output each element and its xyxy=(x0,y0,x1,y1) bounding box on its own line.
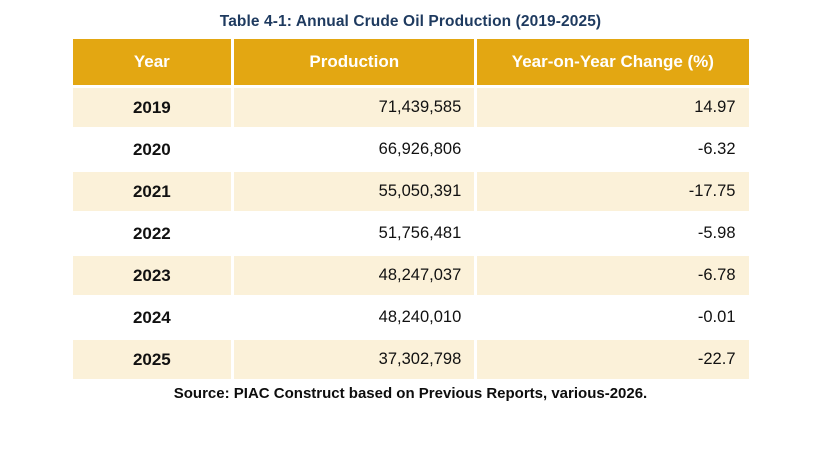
table-row: 2024 48,240,010 -0.01 xyxy=(72,298,749,337)
header-row: Year Production Year-on-Year Change (%) xyxy=(72,39,749,85)
table-row: 2020 66,926,806 -6.32 xyxy=(72,130,749,169)
year-cell: 2020 xyxy=(72,130,232,169)
table-row: 2023 48,247,037 -6.78 xyxy=(72,256,749,295)
yoy-change-cell: 14.97 xyxy=(477,88,749,127)
year-cell: 2022 xyxy=(72,214,232,253)
column-header-production: Production xyxy=(234,39,475,85)
table-row: 2019 71,439,585 14.97 xyxy=(72,88,749,127)
table-body: 2019 71,439,585 14.97 2020 66,926,806 -6.32 20… xyxy=(72,88,749,379)
year-cell: 2019 xyxy=(72,88,232,127)
year-cell: 2025 xyxy=(72,340,232,379)
production-cell: 55,050,391 xyxy=(234,172,475,211)
yoy-change-cell: -6.78 xyxy=(477,256,749,295)
table-row: 2022 51,756,481 -5.98 xyxy=(72,214,749,253)
yoy-change-cell: -6.32 xyxy=(477,130,749,169)
year-cell: 2021 xyxy=(72,172,232,211)
column-header-change: Year-on-Year Change (%) xyxy=(477,39,749,85)
production-cell: 71,439,585 xyxy=(234,88,475,127)
year-cell: 2023 xyxy=(72,256,232,295)
production-cell: 48,247,037 xyxy=(234,256,475,295)
production-cell: 48,240,010 xyxy=(234,298,475,337)
table-row: 2025 37,302,798 -22.7 xyxy=(72,340,749,379)
yoy-change-cell: -5.98 xyxy=(477,214,749,253)
column-header-year: Year xyxy=(72,39,232,85)
production-cell: 37,302,798 xyxy=(234,340,475,379)
year-cell: 2024 xyxy=(72,298,232,337)
table-row: 2021 55,050,391 -17.75 xyxy=(72,172,749,211)
crude-oil-production-table: Year Production Year-on-Year Change (%) … xyxy=(70,36,752,382)
production-cell: 66,926,806 xyxy=(234,130,475,169)
table-title: Table 4-1: Annual Crude Oil Production (… xyxy=(219,13,602,30)
source-note: Source: PIAC Construct based on Previous… xyxy=(173,385,648,402)
yoy-change-cell: -22.7 xyxy=(477,340,749,379)
yoy-change-cell: -17.75 xyxy=(477,172,749,211)
yoy-change-cell: -0.01 xyxy=(477,298,749,337)
production-cell: 51,756,481 xyxy=(234,214,475,253)
